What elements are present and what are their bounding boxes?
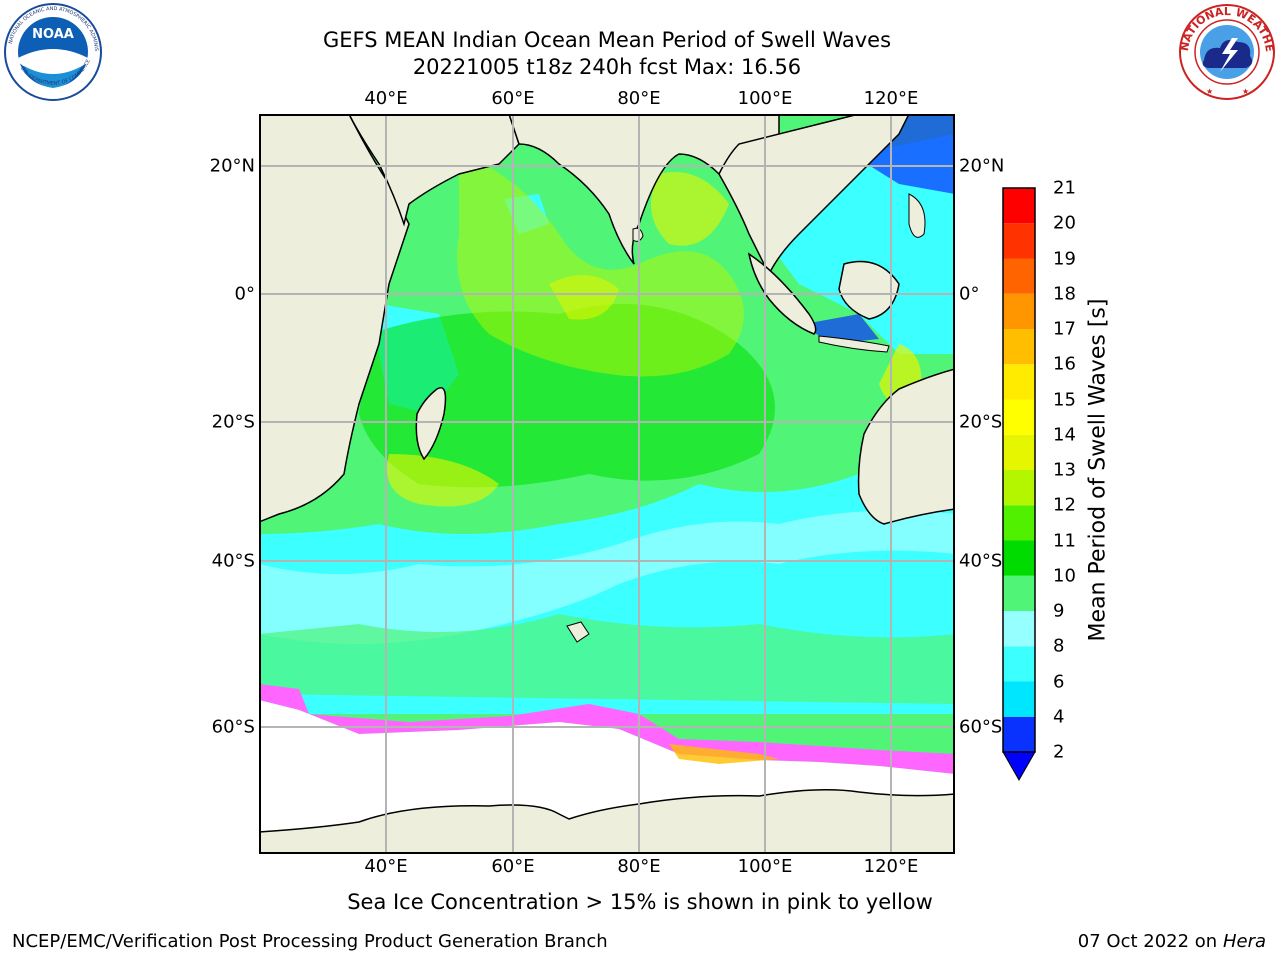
noaa-logo: NOAA NATIONAL OCEANIC AND ATMOSPHERIC AD… [2, 2, 102, 101]
colorbar-tick-label: 2 [1053, 741, 1065, 763]
madagascar-island [415, 387, 447, 461]
lat-tick-left-0: 0° [234, 283, 255, 305]
colorbar-segment [1003, 329, 1035, 365]
footer-date-text: 07 Oct 2022 on [1077, 931, 1223, 952]
colorbar-tick-label: 8 [1053, 635, 1065, 657]
colorbar-tick-label: 12 [1053, 494, 1076, 516]
lat-tick-right-0: 0° [959, 283, 980, 305]
colorbar-tick-label: 9 [1053, 600, 1065, 622]
lat-tick-left-40s: 40°S [211, 550, 255, 572]
lat-tick-right-40s: 40°S [959, 550, 1003, 572]
colorbar-tick-label: 17 [1053, 318, 1076, 340]
arabia-land [348, 114, 520, 227]
map-frame [259, 114, 955, 854]
lat-tick-right-20n: 20°N [959, 155, 1005, 177]
colorbar-tick-label: 14 [1053, 424, 1076, 446]
map-graticule [259, 114, 955, 854]
colorbar-tick-label: 4 [1053, 706, 1065, 728]
swell-zone-13-14s-sw [387, 454, 499, 507]
colorbar-segment [1003, 223, 1035, 259]
colorbar-segment [1003, 611, 1035, 647]
footer-host: Hera [1222, 931, 1266, 952]
svg-text:★: ★ [1206, 87, 1213, 96]
sea-ice-marginal [669, 744, 779, 764]
colorbar-segment [1003, 258, 1035, 294]
lon-tick-top-100e: 100°E [737, 88, 793, 109]
footer-date: 07 Oct 2022 on Hera [1078, 931, 1266, 952]
lon-tick-bottom-80e: 80°E [617, 856, 661, 877]
colorbar-tick-label: 10 [1053, 565, 1076, 587]
lat-tick-left-20s: 20°S [211, 411, 255, 433]
colorbar-tick-label: 11 [1053, 530, 1076, 551]
map-title: GEFS MEAN Indian Ocean Mean Period of Sw… [322, 28, 892, 52]
nws-logo: NATIONAL WEATHER SERVICE ★ ★ [1176, 2, 1276, 100]
colorbar [1002, 187, 1036, 782]
swell-zone-8-9s [259, 510, 955, 644]
lat-tick-left-60s: 60°S [211, 716, 255, 738]
lon-tick-top-40e: 40°E [364, 88, 408, 109]
colorbar-extend-arrow [1002, 751, 1036, 782]
colorbar-segment [1003, 434, 1035, 470]
lat-tick-right-60s: 60°S [959, 716, 1003, 738]
colorbar-segment [1003, 399, 1035, 435]
colorbar-tick-label: 21 [1053, 177, 1076, 199]
colorbar-segment [1003, 188, 1035, 224]
colorbar-segment [1003, 505, 1035, 541]
lon-tick-top-120e: 120°E [863, 88, 919, 109]
swell-zone-12-13s [457, 154, 744, 377]
sea-ice-caption: Sea Ice Concentration > 15% is shown in … [347, 890, 933, 914]
lon-tick-bottom-120e: 120°E [863, 856, 919, 877]
lon-tick-bottom-100e: 100°E [737, 856, 793, 877]
colorbar-frame [1002, 187, 1036, 753]
australia-land [857, 368, 955, 525]
colorbar-segment [1003, 575, 1035, 611]
lat-tick-left-20n: 20°N [209, 155, 255, 177]
lon-tick-top-60e: 60°E [491, 88, 535, 109]
colorbar-tick-label: 20 [1053, 212, 1076, 234]
colorbar-segment [1003, 293, 1035, 329]
colorbar-label: Mean Period of Swell Waves [s] [1085, 298, 1111, 642]
colorbar-tick-label: 19 [1053, 248, 1076, 269]
colorbar-segment [1003, 364, 1035, 400]
southeast-asia-land [718, 114, 910, 276]
svg-text:★: ★ [1242, 87, 1249, 96]
lat-tick-right-20s: 20°S [959, 411, 1003, 433]
colorbar-tick-label: 6 [1053, 671, 1065, 692]
colorbar-segment [1003, 470, 1035, 506]
svg-text:NOAA: NOAA [32, 27, 74, 42]
swell-period-map [259, 114, 955, 854]
swell-zone-13-14s-bay [651, 172, 729, 246]
map-subtitle: 20221005 t18z 240h fcst Max: 16.56 [412, 55, 802, 79]
philippines-island [908, 193, 926, 238]
lon-tick-bottom-60e: 60°E [491, 856, 535, 877]
colorbar-segment [1003, 681, 1035, 717]
kerguelen-island [566, 621, 590, 643]
footer-producer: NCEP/EMC/Verification Post Processing Pr… [12, 931, 608, 952]
colorbar-tick-label: 16 [1053, 353, 1076, 375]
colorbar-segment [1003, 540, 1035, 576]
colorbar-tick-label: 18 [1053, 283, 1076, 305]
lon-tick-bottom-40e: 40°E [364, 856, 408, 877]
borneo-island [838, 260, 900, 320]
colorbar-segment [1003, 646, 1035, 682]
swell-zone-13-14s-cen [549, 275, 619, 320]
colorbar-tick-label: 15 [1053, 389, 1076, 410]
lon-tick-top-80e: 80°E [617, 88, 661, 109]
colorbar-segment [1003, 716, 1035, 752]
antarctica-land [259, 789, 955, 854]
sea-ice-edge [259, 684, 955, 774]
colorbar-tick-label: 13 [1053, 459, 1076, 481]
java-island [818, 335, 890, 353]
swell-zone-9-10s-south [259, 614, 955, 704]
